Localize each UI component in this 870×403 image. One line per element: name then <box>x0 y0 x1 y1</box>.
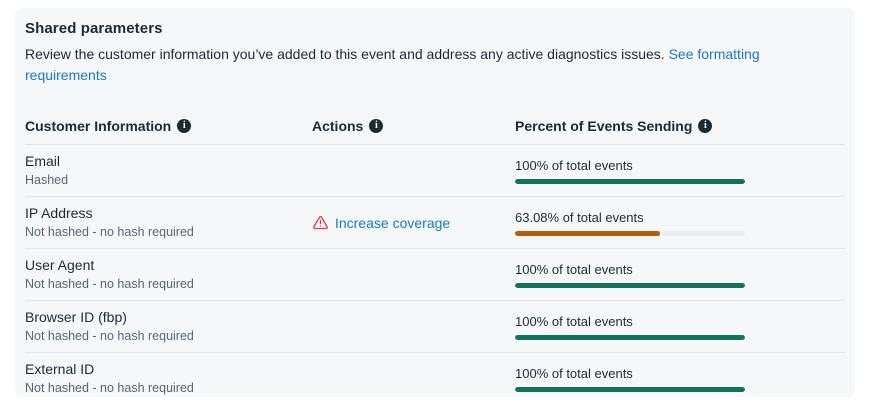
percent-label: 100% of total events <box>515 157 633 173</box>
customer-information-cell: External ID Not hashed - no hash require… <box>25 360 312 397</box>
table-row: External ID Not hashed - no hash require… <box>25 353 845 403</box>
progress-bar-fill <box>515 230 661 236</box>
progress-bar-track <box>515 178 745 184</box>
progress-bar-track <box>515 386 745 392</box>
formatting-requirements-link[interactable]: See formatting requirements <box>25 46 760 83</box>
info-icon[interactable]: i <box>698 119 713 133</box>
table-row: Browser ID (fbp) Not hashed - no hash re… <box>25 301 845 353</box>
percent-cell: 63.08% of total events <box>515 210 845 236</box>
page-title: Shared parameters <box>25 20 163 37</box>
row-name: User Agent <box>25 257 95 273</box>
column-header-label: Percent of Events Sending <box>515 118 693 134</box>
row-hash-status: Not hashed - no hash required <box>25 277 194 291</box>
row-hash-status: Not hashed - no hash required <box>25 381 194 395</box>
info-icon[interactable]: i <box>177 119 192 133</box>
progress-bar-fill <box>515 282 745 288</box>
table-header-row: Customer Information i Actions i Percent… <box>25 118 845 145</box>
row-name: Email <box>25 153 61 169</box>
row-name: IP Address <box>25 205 93 221</box>
column-header-label: Actions <box>312 118 364 134</box>
percent-cell: 100% of total events <box>515 262 845 288</box>
percent-label: 100% of total events <box>515 313 633 329</box>
percent-label: 100% of total events <box>515 261 633 277</box>
progress-bar-track <box>515 334 745 340</box>
row-hash-status: Not hashed - no hash required <box>25 329 194 343</box>
action-link[interactable]: Increase coverage <box>335 214 451 231</box>
progress-bar-track <box>515 230 745 236</box>
customer-information-cell: IP Address Not hashed - no hash required <box>25 204 312 241</box>
percent-cell: 100% of total events <box>515 314 845 340</box>
percent-cell: 100% of total events <box>515 158 845 184</box>
table-row: IP Address Not hashed - no hash required… <box>25 197 845 249</box>
table-row: Email Hashed 100% of total events <box>25 145 845 197</box>
action-cell: Increase coverage <box>312 214 515 231</box>
progress-bar-track <box>515 282 745 288</box>
customer-information-cell: Email Hashed <box>25 152 312 189</box>
row-hash-status: Not hashed - no hash required <box>25 225 194 239</box>
percent-label: 100% of total events <box>515 365 633 381</box>
row-name: Browser ID (fbp) <box>25 309 127 325</box>
customer-information-cell: User Agent Not hashed - no hash required <box>25 256 312 293</box>
table-row: User Agent Not hashed - no hash required… <box>25 249 845 301</box>
column-header-percent-of-events-sending: Percent of Events Sending i <box>515 118 845 134</box>
description-text: Review the customer information you’ve a… <box>25 46 665 62</box>
shared-parameters-table: Customer Information i Actions i Percent… <box>25 118 845 403</box>
shared-parameters-card: Shared parameters Review the customer in… <box>15 8 855 397</box>
column-header-customer-information: Customer Information i <box>25 118 312 134</box>
percent-label: 63.08% of total events <box>515 209 644 225</box>
customer-information-cell: Browser ID (fbp) Not hashed - no hash re… <box>25 308 312 345</box>
percent-cell: 100% of total events <box>515 366 845 392</box>
info-icon[interactable]: i <box>369 119 384 133</box>
column-header-actions: Actions i <box>312 118 515 134</box>
progress-bar-fill <box>515 386 745 392</box>
row-name: External ID <box>25 361 95 377</box>
progress-bar-fill <box>515 178 745 184</box>
table-body: Email Hashed 100% of total events IP Add… <box>25 145 845 403</box>
row-hash-status: Hashed <box>25 173 69 187</box>
warning-triangle-icon <box>312 214 329 231</box>
column-header-label: Customer Information <box>25 118 172 134</box>
progress-bar-fill <box>515 334 745 340</box>
card-description: Review the customer information you’ve a… <box>25 44 835 86</box>
